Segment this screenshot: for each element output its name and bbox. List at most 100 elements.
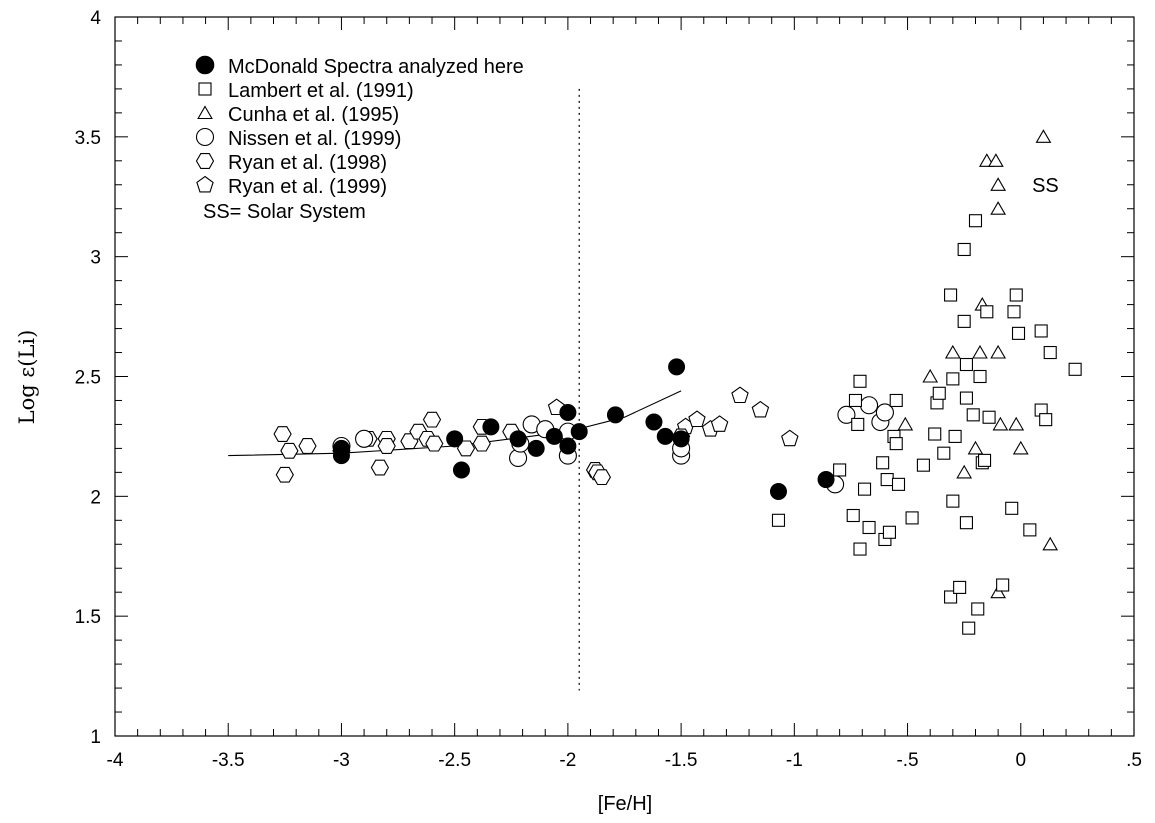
data-point xyxy=(990,584,1007,599)
data-point xyxy=(559,403,577,421)
data-point xyxy=(527,439,545,457)
data-point xyxy=(973,369,987,384)
data-point xyxy=(971,602,985,616)
x-axis-label: [Fe/H] xyxy=(598,793,652,815)
data-point xyxy=(377,438,396,454)
data-point xyxy=(1034,324,1048,338)
data-point xyxy=(751,400,770,418)
legend-marker xyxy=(195,153,215,169)
data-point xyxy=(966,408,980,422)
data-point xyxy=(959,516,973,530)
data-point xyxy=(1023,523,1037,537)
data-point xyxy=(280,442,299,459)
data-point xyxy=(957,314,971,328)
legend-marker xyxy=(197,105,213,120)
data-point xyxy=(944,288,958,302)
y-tick-label: 4 xyxy=(90,8,101,29)
data-point xyxy=(606,406,624,424)
y-tick-label: 3.5 xyxy=(75,128,101,149)
data-point xyxy=(972,344,988,359)
data-point xyxy=(860,396,879,415)
data-point xyxy=(545,427,563,445)
data-point xyxy=(275,466,294,483)
series-open-triangle xyxy=(897,129,1059,599)
series-open-square xyxy=(771,214,1082,635)
data-point xyxy=(956,464,973,479)
annotation-label: SS xyxy=(1032,175,1059,197)
data-point xyxy=(1009,288,1023,302)
data-point xyxy=(833,463,847,477)
y-tick-label: 3 xyxy=(90,248,101,269)
data-point xyxy=(273,426,292,442)
data-point xyxy=(889,437,903,451)
data-point xyxy=(990,177,1007,191)
data-point xyxy=(1008,416,1025,431)
data-point xyxy=(710,415,729,432)
y-tick-label: 2.5 xyxy=(75,368,101,389)
data-point xyxy=(990,344,1007,359)
y-tick-label: 1 xyxy=(90,727,101,748)
data-point xyxy=(559,437,577,455)
legend-entry: Ryan et al. (1999) xyxy=(196,175,387,198)
legend-label: Cunha et al. (1995) xyxy=(228,104,399,126)
data-point xyxy=(846,508,860,523)
data-point xyxy=(962,621,976,635)
x-tick-label: -4 xyxy=(107,750,124,771)
data-point xyxy=(916,458,930,472)
data-point xyxy=(880,473,894,487)
data-point xyxy=(482,418,500,436)
legend-label: Ryan et al. (1999) xyxy=(228,176,387,198)
data-point xyxy=(370,459,390,476)
legend-note: SS= Solar System xyxy=(203,201,366,223)
x-tick-label: -3 xyxy=(333,750,350,771)
data-point xyxy=(817,471,835,489)
data-point xyxy=(422,411,442,428)
data-point xyxy=(656,427,674,445)
data-point xyxy=(851,417,865,431)
data-point xyxy=(957,242,971,257)
data-point xyxy=(1042,536,1059,551)
data-point xyxy=(355,429,374,448)
legend-entry: Cunha et al. (1995) xyxy=(197,104,399,126)
legend-entry: Nissen et al. (1999) xyxy=(195,127,401,150)
data-point xyxy=(332,439,350,457)
data-point xyxy=(928,427,942,441)
legend-label: Ryan et al. (1998) xyxy=(228,152,387,174)
data-point xyxy=(992,416,1009,431)
x-tick-label: 0 xyxy=(1015,750,1026,771)
legend-label: Nissen et al. (1999) xyxy=(228,128,401,150)
x-tick-label: -1.5 xyxy=(665,750,698,771)
y-tick-label: 2 xyxy=(90,487,101,508)
data-point xyxy=(944,344,961,359)
data-point xyxy=(781,429,799,447)
data-point xyxy=(837,405,856,424)
annotations: SS xyxy=(1032,175,1059,197)
data-point xyxy=(1005,501,1019,515)
data-point xyxy=(452,461,470,479)
data-point xyxy=(1012,440,1029,455)
legend-entry: Lambert et al. (1991) xyxy=(198,80,414,102)
data-point xyxy=(857,482,872,496)
y-axis-label: Log ε(Li) xyxy=(15,330,39,425)
data-point xyxy=(456,440,476,457)
data-point xyxy=(425,435,444,452)
data-point xyxy=(889,393,903,408)
data-point xyxy=(959,391,973,405)
data-point xyxy=(1039,413,1053,427)
data-point xyxy=(882,525,896,539)
legend-marker xyxy=(195,55,215,75)
data-point xyxy=(645,413,663,431)
data-point xyxy=(592,469,612,486)
data-point xyxy=(905,511,919,525)
data-point xyxy=(298,438,317,454)
data-point xyxy=(1043,345,1057,360)
data-point xyxy=(967,440,984,455)
legend-entry: Ryan et al. (1998) xyxy=(195,152,387,174)
data-point xyxy=(876,456,890,470)
data-point xyxy=(959,357,973,372)
data-point xyxy=(897,416,914,431)
data-point xyxy=(446,430,464,448)
data-point xyxy=(688,410,706,428)
